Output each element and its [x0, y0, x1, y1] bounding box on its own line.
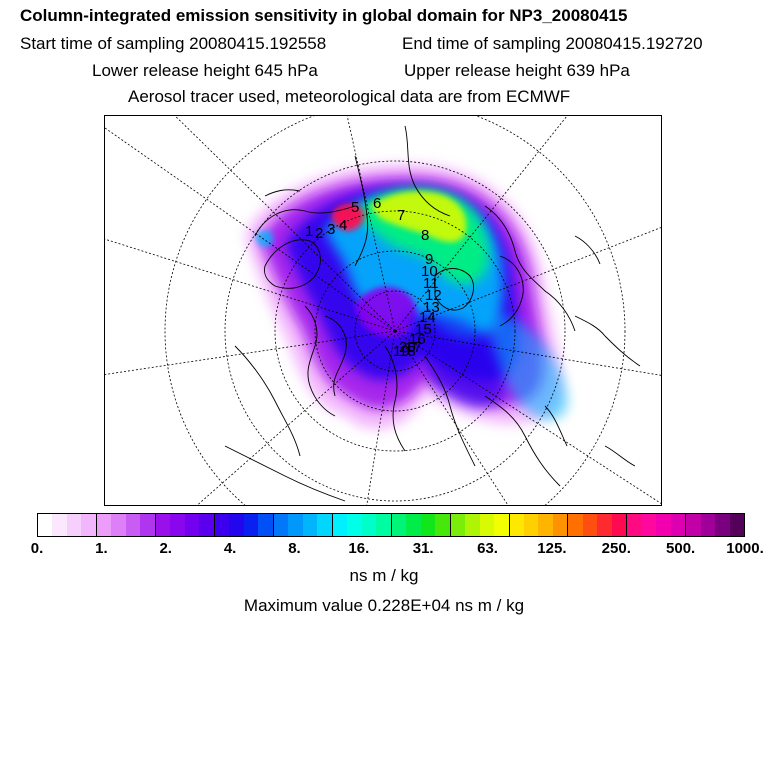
point-label-17: 17 [405, 339, 422, 356]
colorbar-swatch [154, 514, 171, 536]
colorbar-swatch [243, 514, 259, 536]
colorbar-swatch [465, 514, 480, 536]
point-label-7: 7 [397, 207, 405, 224]
colorbar-swatch [406, 514, 421, 536]
colorbar-swatch [52, 514, 67, 536]
point-label-15: 15 [415, 321, 432, 338]
colorbar-swatch [611, 514, 627, 536]
colorbar-swatch [229, 514, 244, 536]
colorbar-swatch [494, 514, 509, 536]
point-label-10: 10 [421, 263, 438, 280]
point-label-6: 6 [373, 195, 381, 212]
point-label-13: 13 [423, 299, 440, 316]
point-label-4: 4 [339, 217, 347, 234]
colorbar-tick-label: 8. [288, 540, 301, 557]
colorbar-swatch [435, 514, 450, 536]
tracer-note: Aerosol tracer used, meteorological data… [128, 87, 571, 106]
colorbar-swatch [449, 514, 466, 536]
colorbar-swatch [258, 514, 273, 536]
maximum-value-label: Maximum value 0.228E+04 ns m / kg [243, 596, 525, 615]
colorbar-swatch [199, 514, 214, 536]
colorbar-swatch [317, 514, 332, 536]
end-time-label: End time of sampling 20080415.192720 [402, 34, 703, 53]
emission-sensitivity-field [245, 164, 568, 430]
point-label-2: 2 [315, 225, 323, 242]
point-label-5: 5 [351, 199, 359, 216]
colorbar-swatch [641, 514, 657, 536]
colorbar-tick-label: 63. [477, 540, 498, 557]
colorbar-swatch [508, 514, 524, 536]
colorbar-swatch [567, 514, 583, 536]
colorbar-swatch [111, 514, 126, 536]
colorbar-tick-label: 31. [412, 540, 434, 557]
meridians [105, 116, 661, 505]
point-label-16: 16 [409, 331, 426, 348]
colorbar-tick-label: 1. [95, 540, 108, 557]
release-point-labels: 1 2 3 4 5 6 7 8 9 10 11 12 13 14 15 16 1… [305, 195, 442, 360]
colorbar-swatch [626, 514, 642, 536]
point-label-8: 8 [421, 227, 429, 244]
colorbar-swatch [552, 514, 568, 536]
coastlines [224, 125, 641, 502]
colorbar-swatch [272, 514, 289, 536]
colorbar-swatch [376, 514, 391, 536]
colorbar-swatch [656, 514, 671, 536]
point-label-1: 1 [305, 223, 313, 240]
colorbar-swatch [125, 514, 141, 536]
colorbar [37, 513, 745, 537]
colorbar-swatch [685, 514, 701, 536]
colorbar-tick-label: 2. [159, 540, 172, 557]
point-label-14: 14 [419, 309, 436, 326]
colorbar-tick-label: 500. [666, 540, 696, 557]
colorbar-tick-label: 16. [348, 540, 370, 557]
colorbar-swatch [538, 514, 553, 536]
colorbar-swatch [288, 514, 303, 536]
point-label-20: 20 [399, 339, 416, 356]
colorbar-swatch [597, 514, 612, 536]
start-time-label: Start time of sampling 20080415.192558 [20, 34, 327, 53]
latitude-circles [164, 116, 626, 505]
lower-release-label: Lower release height 645 hPa [92, 61, 318, 80]
colorbar-swatch [213, 514, 230, 536]
colorbar-swatch [361, 514, 377, 536]
point-label-9: 9 [425, 251, 433, 268]
colorbar-swatch [700, 514, 716, 536]
colorbar-swatch [479, 514, 495, 536]
colorbar-tick-label: 125. [537, 540, 567, 557]
colorbar-swatch [302, 514, 318, 536]
colorbar-swatch [66, 514, 82, 536]
colorbar-swatch [715, 514, 730, 536]
colorbar-swatch [347, 514, 362, 536]
colorbar-swatch [170, 514, 185, 536]
colorbar-swatch [331, 514, 348, 536]
colorbar-swatch [184, 514, 200, 536]
colorbar-swatch [523, 514, 539, 536]
colorbar-swatch [140, 514, 155, 536]
colorbar-swatch [390, 514, 407, 536]
colorbar-units: ns m / kg [349, 566, 419, 585]
point-label-12: 12 [425, 287, 442, 304]
colorbar-swatch [582, 514, 598, 536]
colorbar-swatch [95, 514, 112, 536]
colorbar-swatch [420, 514, 436, 536]
colorbar-tick-label: 250. [601, 540, 631, 557]
colorbar-swatch [81, 514, 96, 536]
colorbar-swatch [38, 514, 53, 536]
colorbar-swatch [729, 514, 745, 536]
point-label-11: 11 [423, 275, 439, 292]
colorbar-tick-label: 0. [30, 540, 44, 557]
colorbar-swatch [670, 514, 686, 536]
upper-release-label: Upper release height 639 hPa [404, 61, 630, 80]
colorbar-tick-label: 4. [223, 540, 237, 557]
plot-title: Column-integrated emission sensitivity i… [20, 6, 628, 25]
point-label-19: 19 [393, 343, 410, 360]
point-label-18: 18 [399, 343, 416, 360]
map-panel: 1 2 3 4 5 6 7 8 9 10 11 12 13 14 15 16 1… [104, 115, 662, 506]
point-label-3: 3 [327, 221, 335, 238]
colorbar-tick-label: 1000. [726, 540, 764, 557]
polar-map: 1 2 3 4 5 6 7 8 9 10 11 12 13 14 15 16 1… [105, 116, 661, 505]
